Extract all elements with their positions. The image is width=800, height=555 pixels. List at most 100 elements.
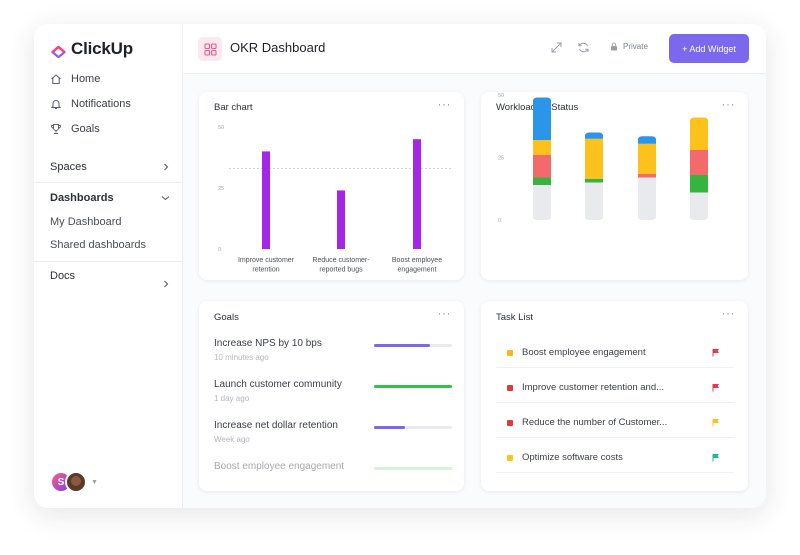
goal-progress-bar [374,344,452,347]
sidebar-item-my-dashboard[interactable]: My Dashboard [50,216,122,228]
sidebar-item-goals[interactable]: Goals [50,119,100,139]
user-avatars[interactable]: S ▼ [50,471,98,493]
goal-name: Boost employee engagement [214,461,345,472]
goal-progress-bar [374,385,452,388]
stack-segment-cap [690,117,708,124]
caret-down-icon[interactable]: ▼ [91,478,98,486]
privacy-toggle[interactable]: Private [610,42,648,51]
goal-name: Increase NPS by 10 bps [214,338,322,349]
task-item[interactable]: Boost employee engagement [496,338,734,368]
task-item[interactable]: Reduce the number of Customer... [496,408,734,438]
bar[interactable] [413,139,421,249]
trophy-icon [50,124,62,134]
stack-segment-cap [585,214,603,220]
stack-segment[interactable] [585,138,603,179]
goals-widget[interactable]: Goals ··· Increase NPS by 10 bps 10 minut… [199,301,464,491]
status-square[interactable] [507,385,513,391]
stack-segment-cap [533,97,551,104]
expand-icon[interactable] [550,41,563,54]
header: OKR Dashboard Private + Add Widget [183,24,766,74]
goal-item[interactable]: Increase NPS by 10 bps 10 minutes ago [214,338,454,370]
y-tick-label: 25 [218,186,224,192]
goal-name: Launch customer community [214,379,342,390]
task-item[interactable]: Optimize software costs [496,443,734,473]
stack-segment[interactable] [533,185,551,217]
refresh-icon[interactable] [577,41,590,54]
goal-progress-fill [374,385,452,388]
goal-item[interactable]: Launch customer community 1 day ago [214,379,454,411]
privacy-label: Private [623,42,648,51]
stack-segment[interactable] [638,173,656,178]
goal-timestamp: 1 day ago [214,394,250,403]
stack-segment[interactable] [638,177,656,218]
more-options-icon[interactable]: ··· [721,306,735,320]
stack-segment[interactable] [585,182,603,218]
sidebar-item-shared-dashboards[interactable]: Shared dashboards [50,239,147,251]
priority-flag-icon[interactable] [712,348,720,357]
x-tick-label: Improve customer [238,257,295,264]
priority-flag-icon[interactable] [712,453,720,462]
stack-segment[interactable] [638,143,656,174]
goal-item[interactable]: Increase net dollar retention Week ago [214,420,454,452]
task-name: Optimize software costs [522,452,623,463]
stack-segment[interactable] [533,100,551,141]
lock-icon [611,42,617,51]
sidebar: ClickUp Home Notifications Goals Spaces … [34,24,183,508]
stack-segment-cap [638,136,656,143]
widget-title: Task List [496,312,533,323]
more-options-icon[interactable]: ··· [721,97,735,111]
priority-flag-icon[interactable] [712,418,720,427]
stack-segment[interactable] [690,120,708,151]
stack-segment-cap [638,214,656,220]
x-tick-label: reported bugs [319,267,363,274]
more-options-icon[interactable]: ··· [437,97,451,111]
sidebar-item-notifications[interactable]: Notifications [50,94,131,114]
goal-progress-bar [374,467,452,470]
x-tick-label: Boost employee [392,257,442,264]
goal-item[interactable]: Boost employee engagement [214,461,454,493]
sidebar-item-home[interactable]: Home [50,69,100,89]
sidebar-section-docs[interactable]: Docs [50,270,170,282]
bar[interactable] [262,151,270,249]
add-widget-button[interactable]: + Add Widget [669,34,749,63]
sidebar-section-spaces[interactable]: Spaces [50,161,170,173]
goal-progress-bar [374,426,452,429]
dashboard-icon [198,37,222,61]
goal-timestamp: Week ago [214,435,250,444]
avatar[interactable] [65,471,87,493]
status-square[interactable] [507,350,513,356]
widget-title: Goals [214,312,239,323]
status-square[interactable] [507,420,513,426]
app-window: ClickUp Home Notifications Goals Spaces … [34,24,766,508]
workload-widget[interactable]: Workload by Status ··· 50250Q1Q2Q3Q4 [481,92,748,280]
chevron-right-icon [164,163,169,171]
bar[interactable] [337,190,345,249]
priority-flag-icon[interactable] [712,383,720,392]
home-icon [51,74,61,84]
stack-segment[interactable] [533,140,551,155]
x-tick-label: retention [252,267,279,274]
sidebar-section-dashboards[interactable]: Dashboards [50,192,170,204]
task-name: Reduce the number of Customer... [522,417,668,428]
bar-chart: 50 25 0 Improve customer retention Reduce cus… [218,125,451,274]
stack-segment[interactable] [533,155,551,178]
task-name: Boost employee engagement [522,347,646,358]
goal-progress-fill [374,426,406,429]
task-item[interactable]: Improve customer retention and... [496,373,734,403]
more-options-icon[interactable]: ··· [437,306,451,320]
goal-progress-fill [374,344,431,347]
stack-segment[interactable] [690,175,708,193]
goal-timestamp: 10 minutes ago [214,353,269,362]
stack-segment[interactable] [585,178,603,183]
sidebar-divider [34,182,183,183]
goal-progress-fill [374,467,452,470]
bell-icon [50,100,62,109]
stack-segment[interactable] [690,150,708,175]
chevron-right-icon[interactable] [162,280,170,288]
stack-segment[interactable] [690,192,708,218]
clickup-logo[interactable]: ClickUp [50,39,133,59]
stack-segment[interactable] [533,177,551,186]
task-list-widget[interactable]: Task List ··· Boost employee engagement I… [481,301,748,491]
bar-chart-widget[interactable]: Bar chart ··· 50 25 0 Improve customer reten… [199,92,464,280]
status-square[interactable] [507,455,513,461]
